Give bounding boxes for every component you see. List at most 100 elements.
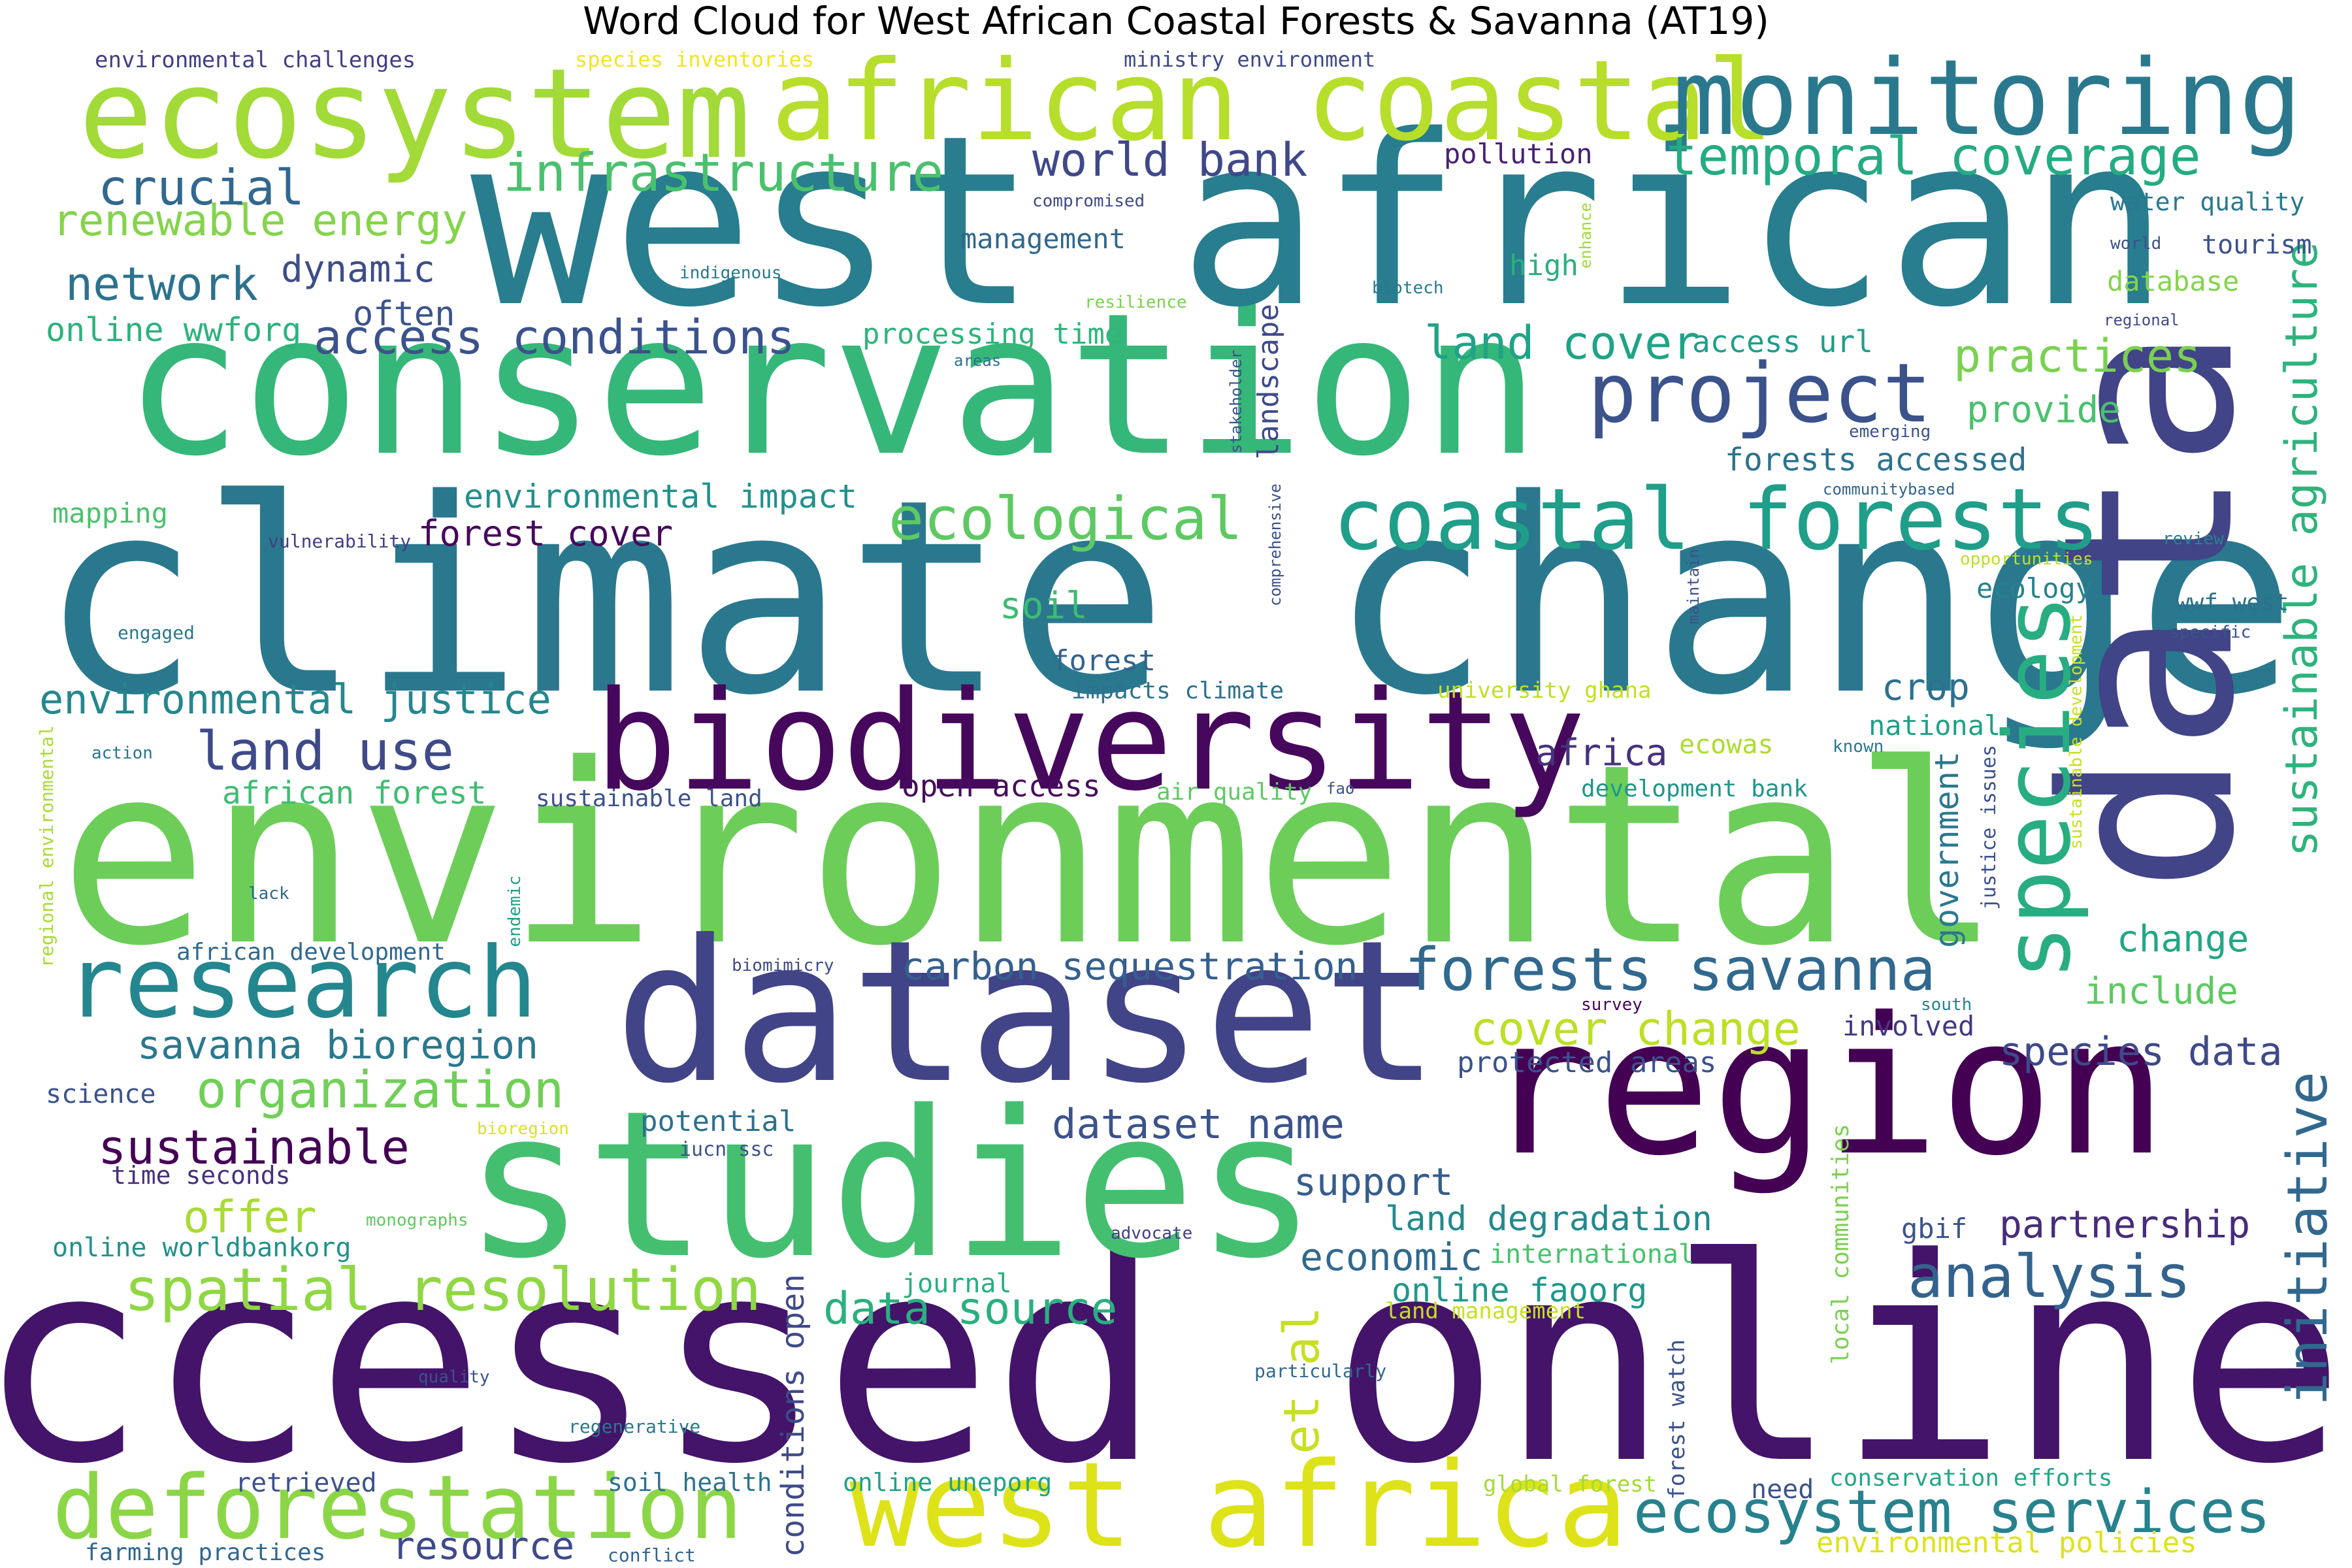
word-cloud-term: lack (248, 884, 289, 904)
word-cloud-term: comprehensive (1266, 483, 1284, 606)
word-cloud-term: regenerative (568, 1416, 701, 1437)
word-cloud-term: regional environmental (36, 725, 57, 968)
word-cloud-term: ecosystem services (1633, 1478, 2271, 1546)
word-cloud-term: environmental policies (1816, 1526, 2197, 1560)
word-cloud-term: land use (196, 721, 454, 783)
word-cloud-term: research (65, 926, 538, 1040)
word-cloud-term: climate change (39, 442, 2297, 754)
word-cloud-term: emerging (1849, 422, 1931, 442)
word-cloud-term: soil health (608, 1468, 772, 1497)
word-cloud-term: monitoring (1673, 37, 2302, 159)
word-cloud-term: access conditions (314, 310, 795, 365)
word-cloud-term: crop (1882, 666, 1970, 709)
word-cloud-term: areas (954, 351, 1002, 370)
word-cloud-term: partnership (1999, 1202, 2251, 1247)
word-cloud-term: farming practices (85, 1539, 326, 1566)
word-cloud-term: carbon sequestration (902, 944, 1358, 988)
word-cloud-term: development bank (1581, 776, 1808, 802)
word-cloud-term: savanna bioregion (137, 1022, 539, 1068)
word-cloud-term: economic (1300, 1235, 1483, 1279)
word-cloud-term: soil (1000, 585, 1088, 627)
word-cloud-term: west african (470, 85, 2170, 359)
word-cloud-term: region (1483, 977, 2168, 1198)
word-cloud-term: biodiversity (595, 661, 1586, 821)
word-cloud-term: justice issues (1978, 745, 2001, 910)
word-cloud-term: south (1921, 995, 1972, 1015)
word-cloud-term: african coastal (771, 37, 1774, 166)
word-cloud-term: global forest (1483, 1471, 1658, 1497)
word-cloud-term: world bank (1032, 133, 1308, 187)
word-cloud-term: conservation efforts (1829, 1465, 2113, 1492)
word-cloud-term: international (1490, 1239, 1695, 1269)
word-cloud-term: forests accessed (1725, 442, 2027, 478)
word-cloud-term: often (353, 295, 455, 334)
word-cloud-term: sustainable land (536, 785, 762, 812)
word-cloud-term: online uneporg (843, 1468, 1053, 1497)
word-cloud-term: pollution (1444, 138, 1593, 170)
word-cloud-term: environmental justice (39, 676, 551, 723)
word-cloud-term: african development (176, 939, 446, 966)
word-cloud-term: landscape (1252, 304, 1285, 460)
word-cloud-term: africa (1535, 732, 1668, 774)
word-cloud-term: land cover (1424, 316, 1700, 370)
word-cloud-term: monographs (366, 1211, 468, 1230)
word-cloud-term: local communities (1827, 1124, 1854, 1365)
word-cloud-term: west africa (849, 1437, 1629, 1568)
word-cloud-term: deforestation (52, 1456, 743, 1559)
word-cloud-term: provide (1967, 389, 2121, 431)
word-cloud-term: sustainable agriculture (2276, 242, 2328, 857)
word-cloud-term: database (2107, 265, 2240, 297)
word-cloud-term: fao (1326, 779, 1355, 798)
word-cloud-term: crucial (98, 159, 305, 216)
word-cloud-term: ecosystem (78, 42, 751, 186)
word-cloud-term: conditions open (775, 1274, 811, 1558)
word-cloud-term: environmental impact (464, 478, 858, 515)
word-cloud-term: coastal forests (1333, 470, 2100, 569)
word-cloud-term: journal (902, 1269, 1012, 1299)
word-cloud-term: dataset name (1052, 1100, 1345, 1148)
word-cloud-term: maintain (1684, 549, 1703, 625)
word-cloud-term: science (46, 1079, 156, 1109)
word-cloud-term: open access (902, 768, 1101, 804)
word-cloud-term: mapping (52, 497, 169, 529)
word-cloud-term: accessed online (0, 1199, 2345, 1526)
word-cloud-term: enhance (1576, 203, 1595, 269)
word-cloud-term: biotech (1372, 278, 1444, 298)
word-cloud-term: infrastructure (503, 142, 944, 203)
word-cloud-term: iucn ssc (679, 1138, 774, 1161)
word-cloud-term: known (1833, 737, 1884, 757)
word-cloud-term: african forest (222, 775, 487, 811)
word-cloud-term: studies (464, 1068, 1318, 1303)
word-cloud-term: indigenous (679, 263, 782, 283)
word-cloud-term: review (2163, 529, 2224, 549)
word-cloud-term: online wwforg (46, 311, 302, 349)
word-cloud-term: tourism (2202, 230, 2312, 260)
word-cloud-term: regional (2104, 311, 2180, 329)
word-cloud-term: involved (1842, 1010, 1975, 1042)
word-cloud-term: potential (640, 1105, 796, 1138)
word-cloud-term: change (2117, 918, 2249, 960)
word-cloud-term: resource (392, 1524, 575, 1568)
word-cloud-term: particularly (1254, 1360, 1387, 1382)
word-cloud-term: gbif (1901, 1213, 1968, 1245)
word-cloud-term: management (960, 223, 1126, 255)
word-cloud-term: project (1588, 346, 1932, 441)
word-cloud-term: engaged (118, 622, 195, 644)
word-cloud-term: communitybased (1823, 480, 1955, 498)
word-cloud-term: environmental (59, 711, 2002, 1000)
word-cloud-term: specific (2169, 623, 2251, 642)
word-cloud-term: online worldbankorg (52, 1233, 351, 1263)
word-cloud-term: quality (418, 1367, 490, 1387)
word-cloud-term: advocate (1111, 1224, 1193, 1243)
word-cloud-term: protected areas (1457, 1046, 1717, 1079)
word-cloud-term: practices (1953, 329, 2202, 383)
word-cloud-term: conflict (608, 1544, 696, 1566)
word-cloud-term: spatial resolution (124, 1256, 762, 1324)
word-cloud-term: forest watch (1664, 1339, 1690, 1500)
word-cloud-term: land degradation (1385, 1200, 1712, 1239)
word-cloud-term: offer (183, 1192, 317, 1243)
word-cloud-term: water quality (2110, 188, 2305, 216)
figure-title: Word Cloud for West African Coastal Fore… (583, 0, 1769, 43)
